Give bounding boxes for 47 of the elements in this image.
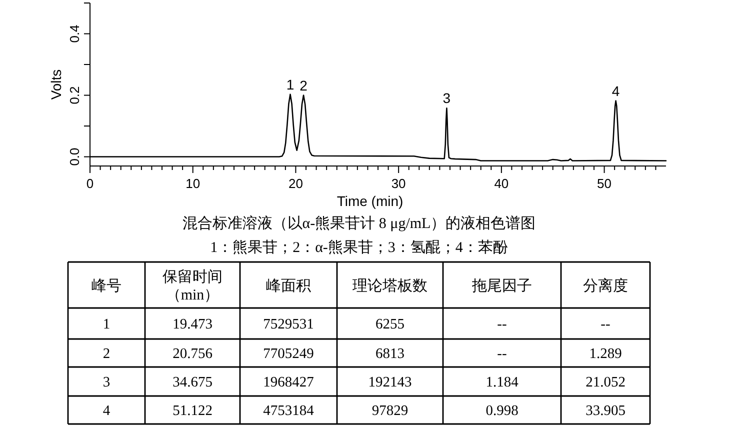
annotation: 4 <box>612 82 620 99</box>
text: 1：熊果苷；2：α-熊果苷；3：氢醌；4：苯酚 <box>210 239 508 256</box>
text: 混合标准溶液（以α-熊果苷计 8 μg/mL）的液相色谱图 <box>182 215 536 232</box>
text: 19.473 <box>172 316 212 333</box>
x-tick-label: 拖尾因子 <box>471 277 532 294</box>
text: 0.998 <box>486 403 518 420</box>
text: 1968427 <box>263 374 314 391</box>
annotation: 2 <box>300 77 308 94</box>
x-tick-label: 30 <box>391 176 406 191</box>
x-tick-label: 50 <box>597 176 612 191</box>
y-tick-label: 2 <box>102 346 110 362</box>
text: 6813 <box>376 346 404 362</box>
y-axis-title: Volts <box>48 69 64 100</box>
y-tick-label: 0.0 <box>67 148 82 166</box>
y-tick-label: 1 <box>102 316 110 333</box>
x-tick-label: 20 <box>288 176 303 191</box>
text: 20.756 <box>172 346 212 362</box>
x-tick-label: 40 <box>494 176 509 191</box>
y-tick-label: 4 <box>102 403 111 420</box>
text: -- <box>497 316 507 333</box>
annotation: 1 <box>286 76 294 92</box>
x-tick-label: 分离度 <box>583 277 628 294</box>
text: 51.122 <box>172 403 212 420</box>
text: 192143 <box>368 374 412 391</box>
x-tick-label: 峰面积 <box>266 277 311 294</box>
text: 7529531 <box>263 316 314 333</box>
y-tick-label: 0.2 <box>67 86 82 104</box>
text: -- <box>600 316 610 333</box>
y-tick-label: 0.4 <box>67 24 82 43</box>
text: 6255 <box>376 316 404 333</box>
x-tick-label: 10 <box>186 176 200 191</box>
x-tick-label: 0 <box>86 176 94 191</box>
text: 7705249 <box>263 346 314 362</box>
x-tick-label: 理论塔板数 <box>352 277 428 294</box>
text: 34.675 <box>172 374 212 391</box>
y-tick-label: 3 <box>102 374 110 391</box>
text: 1.184 <box>486 374 518 391</box>
text: 97829 <box>372 403 408 420</box>
text: 1.289 <box>589 346 622 362</box>
text: 33.905 <box>586 403 626 420</box>
x-tick-label: 保留时间（min） <box>162 268 222 304</box>
text: 4753184 <box>263 403 314 420</box>
text: -- <box>497 346 507 362</box>
annotation: 3 <box>442 90 451 106</box>
y-axis-title: 峰号 <box>92 277 122 294</box>
x-axis-title: Time (min) <box>336 193 404 209</box>
text: 21.052 <box>586 374 626 391</box>
